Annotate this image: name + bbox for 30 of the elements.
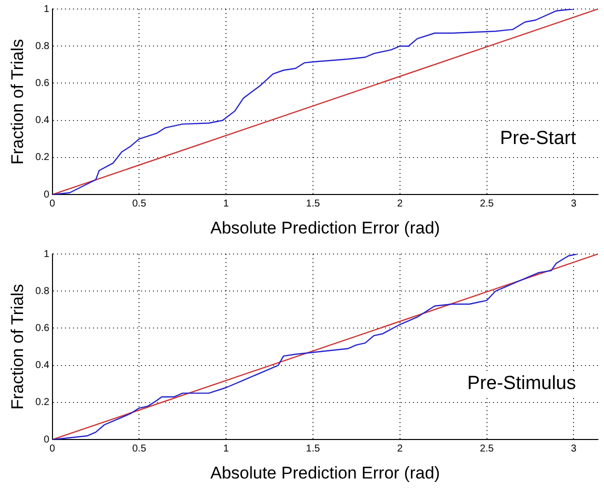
annotation: Pre-Stimulus	[467, 373, 576, 394]
x-tick-label: 2	[397, 198, 404, 210]
x-tick-label: 3	[570, 198, 577, 210]
y-tick-label: 0.8	[35, 40, 50, 52]
x-tick-label: 2.5	[480, 443, 494, 454]
y-tick-label: 1	[44, 248, 50, 260]
y-tick-label: 0.8	[35, 286, 50, 297]
y-tick-label: 0.2	[35, 397, 50, 408]
y-tick-label: 0	[44, 434, 50, 446]
y-tick-label: 1	[44, 4, 50, 15]
x-tick-label: 2.5	[480, 198, 494, 210]
x-tick-label: 1	[223, 443, 230, 454]
x-axis-title: Absolute Prediction Error (rad)	[210, 463, 440, 482]
x-tick-label: 0.5	[132, 443, 147, 454]
y-tick-label: 0.6	[35, 322, 50, 334]
y-axis-title: Fraction of Trials	[8, 38, 27, 165]
x-tick-label: 1.5	[306, 198, 320, 210]
y-tick-label: 0.4	[35, 115, 50, 126]
y-tick-label: 0.4	[35, 360, 50, 372]
y-tick-label: 0	[44, 189, 50, 200]
x-tick-label: 1	[223, 198, 230, 210]
x-tick-label: 2	[397, 443, 404, 454]
y-tick-label: 0.6	[35, 78, 50, 89]
x-axis-title: Absolute Prediction Error (rad)	[210, 218, 440, 238]
x-tick-label: 1.5	[306, 443, 320, 454]
y-tick-label: 0.2	[35, 152, 50, 164]
annotation: Pre-Start	[500, 128, 577, 150]
y-axis-title: Fraction of Trials	[8, 284, 27, 410]
x-tick-label: 0.5	[132, 198, 147, 210]
x-tick-label: 3	[570, 443, 577, 454]
